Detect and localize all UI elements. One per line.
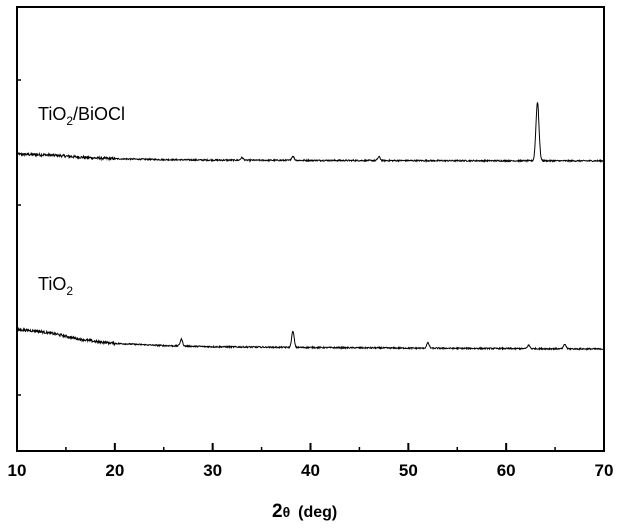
x-tick-label: 30 xyxy=(203,461,222,480)
labels-layer: TiO2/BiOCl TiO2 xyxy=(38,104,125,298)
series-line-tio2 xyxy=(17,328,604,349)
x-tick-label: 60 xyxy=(497,461,516,480)
x-axis-title: 2θ (deg) xyxy=(272,501,337,522)
plot-frame xyxy=(17,7,604,451)
x-axis-title-main: 2 xyxy=(272,501,283,522)
x-axis-title-theta: θ xyxy=(283,504,291,520)
x-tick-label: 40 xyxy=(301,461,320,480)
series-layer xyxy=(17,102,604,349)
x-tick-label: 10 xyxy=(8,461,27,480)
x-tick-label: 70 xyxy=(595,461,614,480)
x-axis-title-unit: (deg) xyxy=(298,504,337,521)
x-tick-label: 20 xyxy=(105,461,124,480)
series-label-tio2-biocl: TiO2/BiOCl xyxy=(38,104,125,128)
series-label-tio2: TiO2 xyxy=(38,274,73,298)
ticks-layer: 10 20 30 40 50 60 70 xyxy=(8,80,614,480)
x-tick-label: 50 xyxy=(399,461,418,480)
